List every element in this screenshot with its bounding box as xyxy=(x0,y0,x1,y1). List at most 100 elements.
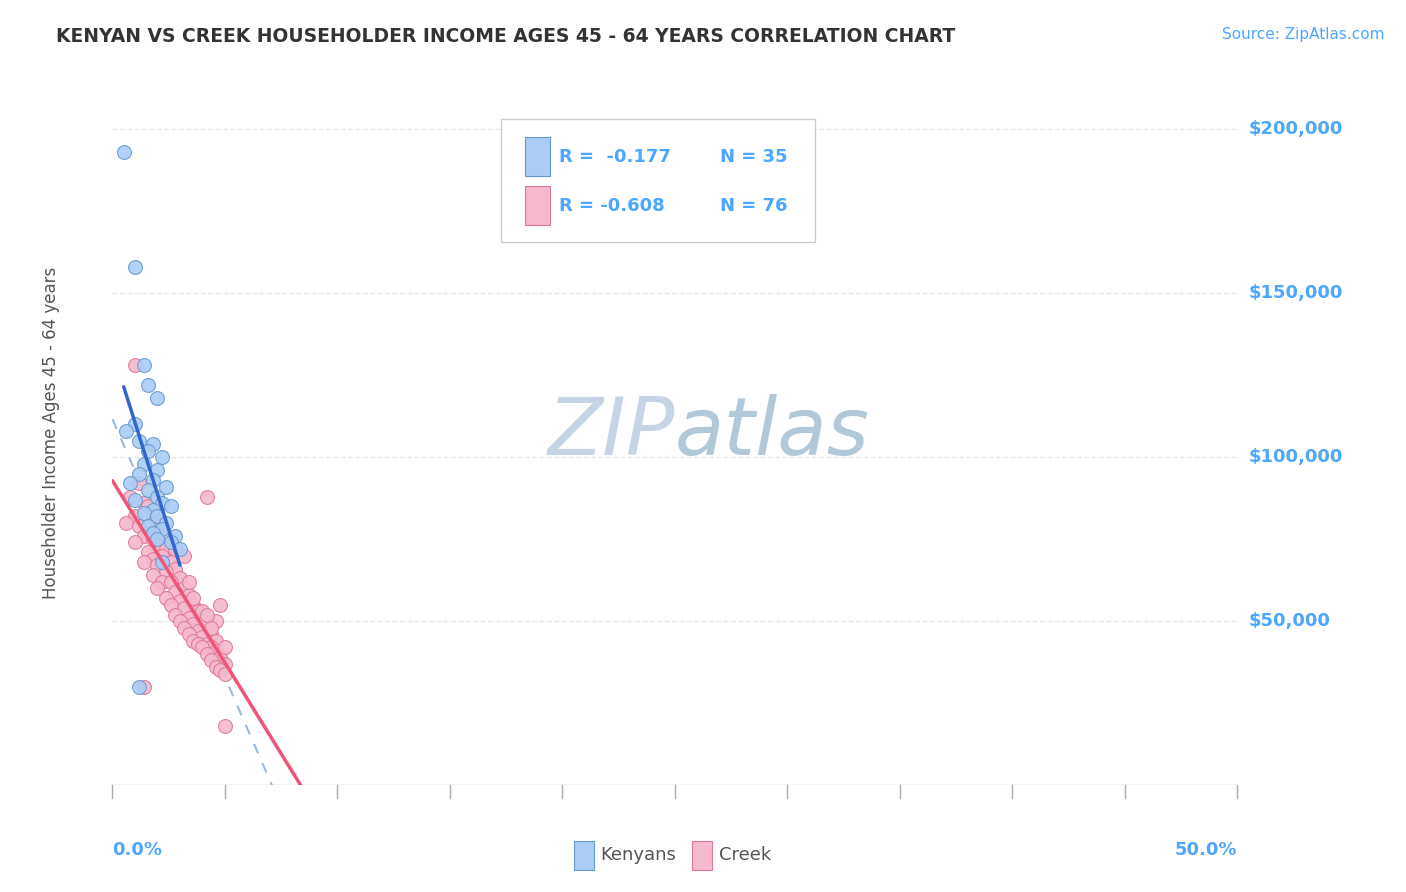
Point xyxy=(187,637,209,651)
Point xyxy=(195,490,218,504)
Point xyxy=(195,647,218,661)
Text: R = -0.608: R = -0.608 xyxy=(560,197,665,215)
Point xyxy=(165,541,187,556)
Point xyxy=(160,500,183,514)
Text: Source: ZipAtlas.com: Source: ZipAtlas.com xyxy=(1222,27,1385,42)
Point xyxy=(155,516,177,530)
Point xyxy=(214,666,236,681)
Point xyxy=(191,640,214,655)
Point xyxy=(200,640,222,655)
Point xyxy=(138,500,160,514)
Point xyxy=(132,506,155,520)
Point xyxy=(187,624,209,638)
Point xyxy=(191,604,214,618)
Point xyxy=(155,541,177,556)
Point xyxy=(160,598,183,612)
Point xyxy=(142,502,165,516)
Point xyxy=(173,582,195,596)
FancyBboxPatch shape xyxy=(501,119,815,243)
Point xyxy=(138,545,160,559)
Text: $100,000: $100,000 xyxy=(1249,448,1343,467)
Point xyxy=(155,565,177,579)
Point xyxy=(214,640,236,655)
Point xyxy=(173,549,195,563)
Point xyxy=(128,467,150,481)
Text: N = 76: N = 76 xyxy=(720,197,787,215)
Point xyxy=(169,594,191,608)
Point xyxy=(128,519,150,533)
Text: N = 35: N = 35 xyxy=(720,148,787,166)
Text: Householder Income Ages 45 - 64 years: Householder Income Ages 45 - 64 years xyxy=(42,267,59,599)
Point xyxy=(165,561,187,575)
Point xyxy=(124,535,146,549)
Point xyxy=(132,529,155,543)
Point xyxy=(138,525,160,540)
Point xyxy=(124,260,146,274)
Text: $200,000: $200,000 xyxy=(1249,120,1343,138)
Point xyxy=(169,541,191,556)
Point xyxy=(138,519,160,533)
Point xyxy=(209,663,232,677)
Point xyxy=(132,359,155,373)
Point xyxy=(177,588,200,602)
Point xyxy=(165,607,187,622)
Point xyxy=(142,437,165,451)
Point xyxy=(124,492,146,507)
Point xyxy=(120,476,142,491)
Text: atlas: atlas xyxy=(675,393,870,472)
Point xyxy=(142,473,165,487)
Point xyxy=(120,490,142,504)
Point xyxy=(128,476,150,491)
Point xyxy=(150,555,173,569)
Point xyxy=(205,643,228,657)
Point xyxy=(155,480,177,494)
Point xyxy=(146,558,169,573)
Text: $50,000: $50,000 xyxy=(1249,612,1330,630)
Point xyxy=(187,604,209,618)
Point xyxy=(138,483,160,497)
FancyBboxPatch shape xyxy=(526,137,550,176)
Point xyxy=(214,719,236,733)
Point xyxy=(128,680,150,694)
Point xyxy=(124,417,146,432)
Point xyxy=(195,637,218,651)
Point xyxy=(195,607,218,622)
Point xyxy=(200,627,222,641)
Point xyxy=(173,601,195,615)
Point xyxy=(146,391,169,405)
Point xyxy=(150,574,173,589)
Point xyxy=(150,549,173,563)
Point xyxy=(214,657,236,671)
Point xyxy=(200,653,222,667)
Point xyxy=(209,598,232,612)
Point xyxy=(132,555,155,569)
Point xyxy=(165,529,187,543)
Point xyxy=(160,574,183,589)
Text: Kenyans: Kenyans xyxy=(600,847,676,864)
Point xyxy=(169,572,191,586)
Point xyxy=(173,621,195,635)
Point xyxy=(124,509,146,524)
Point xyxy=(200,621,222,635)
Point xyxy=(146,582,169,596)
Point xyxy=(160,535,183,549)
Point xyxy=(183,617,205,632)
Point xyxy=(128,434,150,448)
Point xyxy=(146,509,169,524)
Point xyxy=(146,463,169,477)
Point xyxy=(146,490,169,504)
Point xyxy=(146,539,169,553)
Point xyxy=(115,424,138,438)
Point xyxy=(205,614,228,628)
Point xyxy=(177,611,200,625)
Point xyxy=(191,631,214,645)
Point xyxy=(132,680,155,694)
Point xyxy=(142,568,165,582)
Point xyxy=(142,525,165,540)
Point xyxy=(142,509,165,524)
Text: 50.0%: 50.0% xyxy=(1175,841,1237,859)
Point xyxy=(112,145,135,160)
FancyBboxPatch shape xyxy=(574,841,593,870)
Text: ZIP: ZIP xyxy=(547,393,675,472)
Point xyxy=(177,574,200,589)
